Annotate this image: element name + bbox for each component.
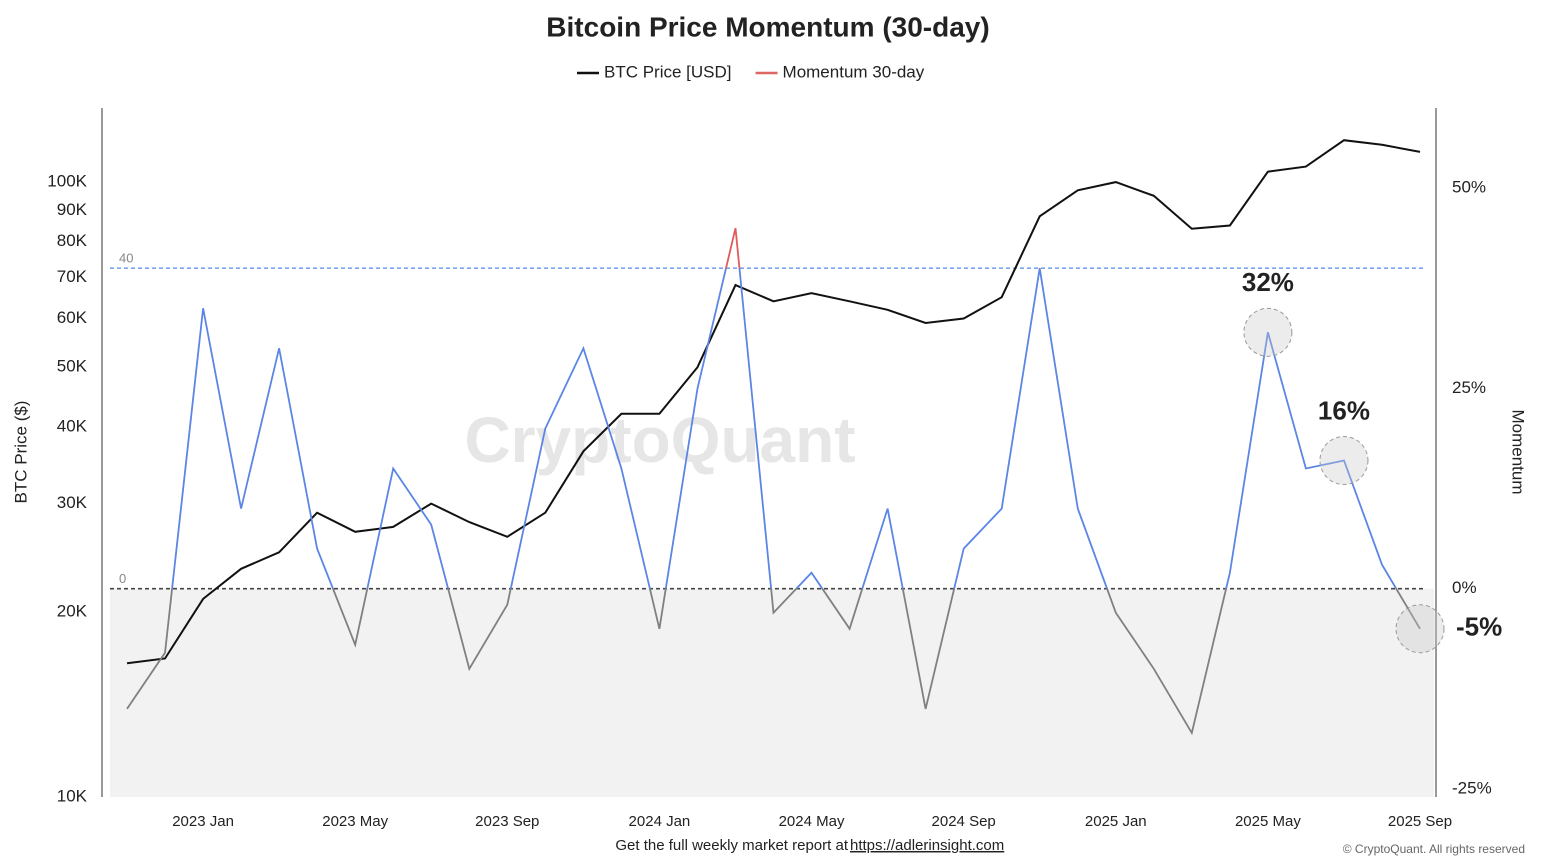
y-tick-label: 100K (47, 172, 87, 191)
chart-title: Bitcoin Price Momentum (30-day) (546, 11, 989, 42)
legend-label: BTC Price [USD] (604, 62, 732, 81)
annotation-label: -5% (1456, 612, 1502, 642)
x-tick-label: 2023 Jan (172, 813, 234, 830)
threshold-label: 0 (119, 571, 126, 586)
y-tick-label: 70K (57, 267, 88, 286)
y-tick-label: 40K (57, 416, 88, 435)
y-tick-label: 90K (57, 200, 88, 219)
y-axis-label: BTC Price ($) (11, 401, 30, 504)
annotation-circle (1319, 436, 1369, 486)
copyright: © CryptoQuant. All rights reserved (1343, 842, 1525, 856)
y-tick-label: 20K (57, 601, 88, 620)
threshold-label: 40 (119, 251, 133, 266)
legend-label: Momentum 30-day (783, 62, 925, 81)
y-tick-label: 50K (57, 357, 88, 376)
watermark: CryptoQuant (464, 404, 855, 476)
footer-link[interactable]: https://adlerinsight.com (850, 837, 1004, 854)
negative-zone (110, 588, 1434, 797)
y2-tick-label: -25% (1452, 778, 1492, 797)
y2-tick-label: 25% (1452, 378, 1486, 397)
annotation-circle (1243, 307, 1293, 357)
x-tick-label: 2023 Sep (475, 813, 539, 830)
y2-tick-label: 0% (1452, 578, 1477, 597)
x-tick-label: 2024 Sep (932, 813, 996, 830)
footer-text: Get the full weekly market report at (615, 837, 848, 854)
y2-tick-label: 50% (1452, 178, 1486, 197)
momentum-line (126, 227, 1421, 736)
y-tick-label: 10K (57, 786, 88, 805)
x-tick-label: 2025 May (1235, 813, 1301, 830)
y2-axis-label: Momentum (1509, 409, 1528, 494)
price-line (126, 139, 1421, 665)
y-tick-label: 80K (57, 231, 88, 250)
annotation-circle (1395, 604, 1445, 654)
y-tick-label: 60K (57, 308, 88, 327)
x-tick-label: 2023 May (322, 813, 388, 830)
annotation-label: 16% (1318, 395, 1370, 425)
x-tick-label: 2025 Sep (1388, 813, 1452, 830)
x-tick-label: 2025 Jan (1085, 813, 1147, 830)
y-tick-label: 30K (57, 493, 88, 512)
x-tick-label: 2024 May (779, 813, 845, 830)
annotation-label: 32% (1242, 267, 1294, 297)
x-tick-label: 2024 Jan (629, 813, 691, 830)
